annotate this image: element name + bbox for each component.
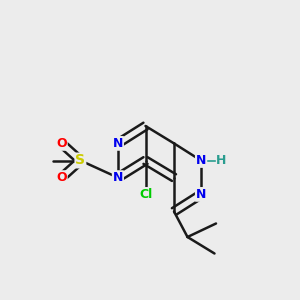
Text: N: N [196,188,206,201]
Text: S: S [75,154,85,167]
Text: N: N [113,171,123,184]
Text: N: N [113,137,123,150]
Text: O: O [56,137,67,150]
Text: N: N [196,154,206,167]
Text: H: H [216,154,226,167]
Text: O: O [56,171,67,184]
Text: Cl: Cl [139,188,152,201]
